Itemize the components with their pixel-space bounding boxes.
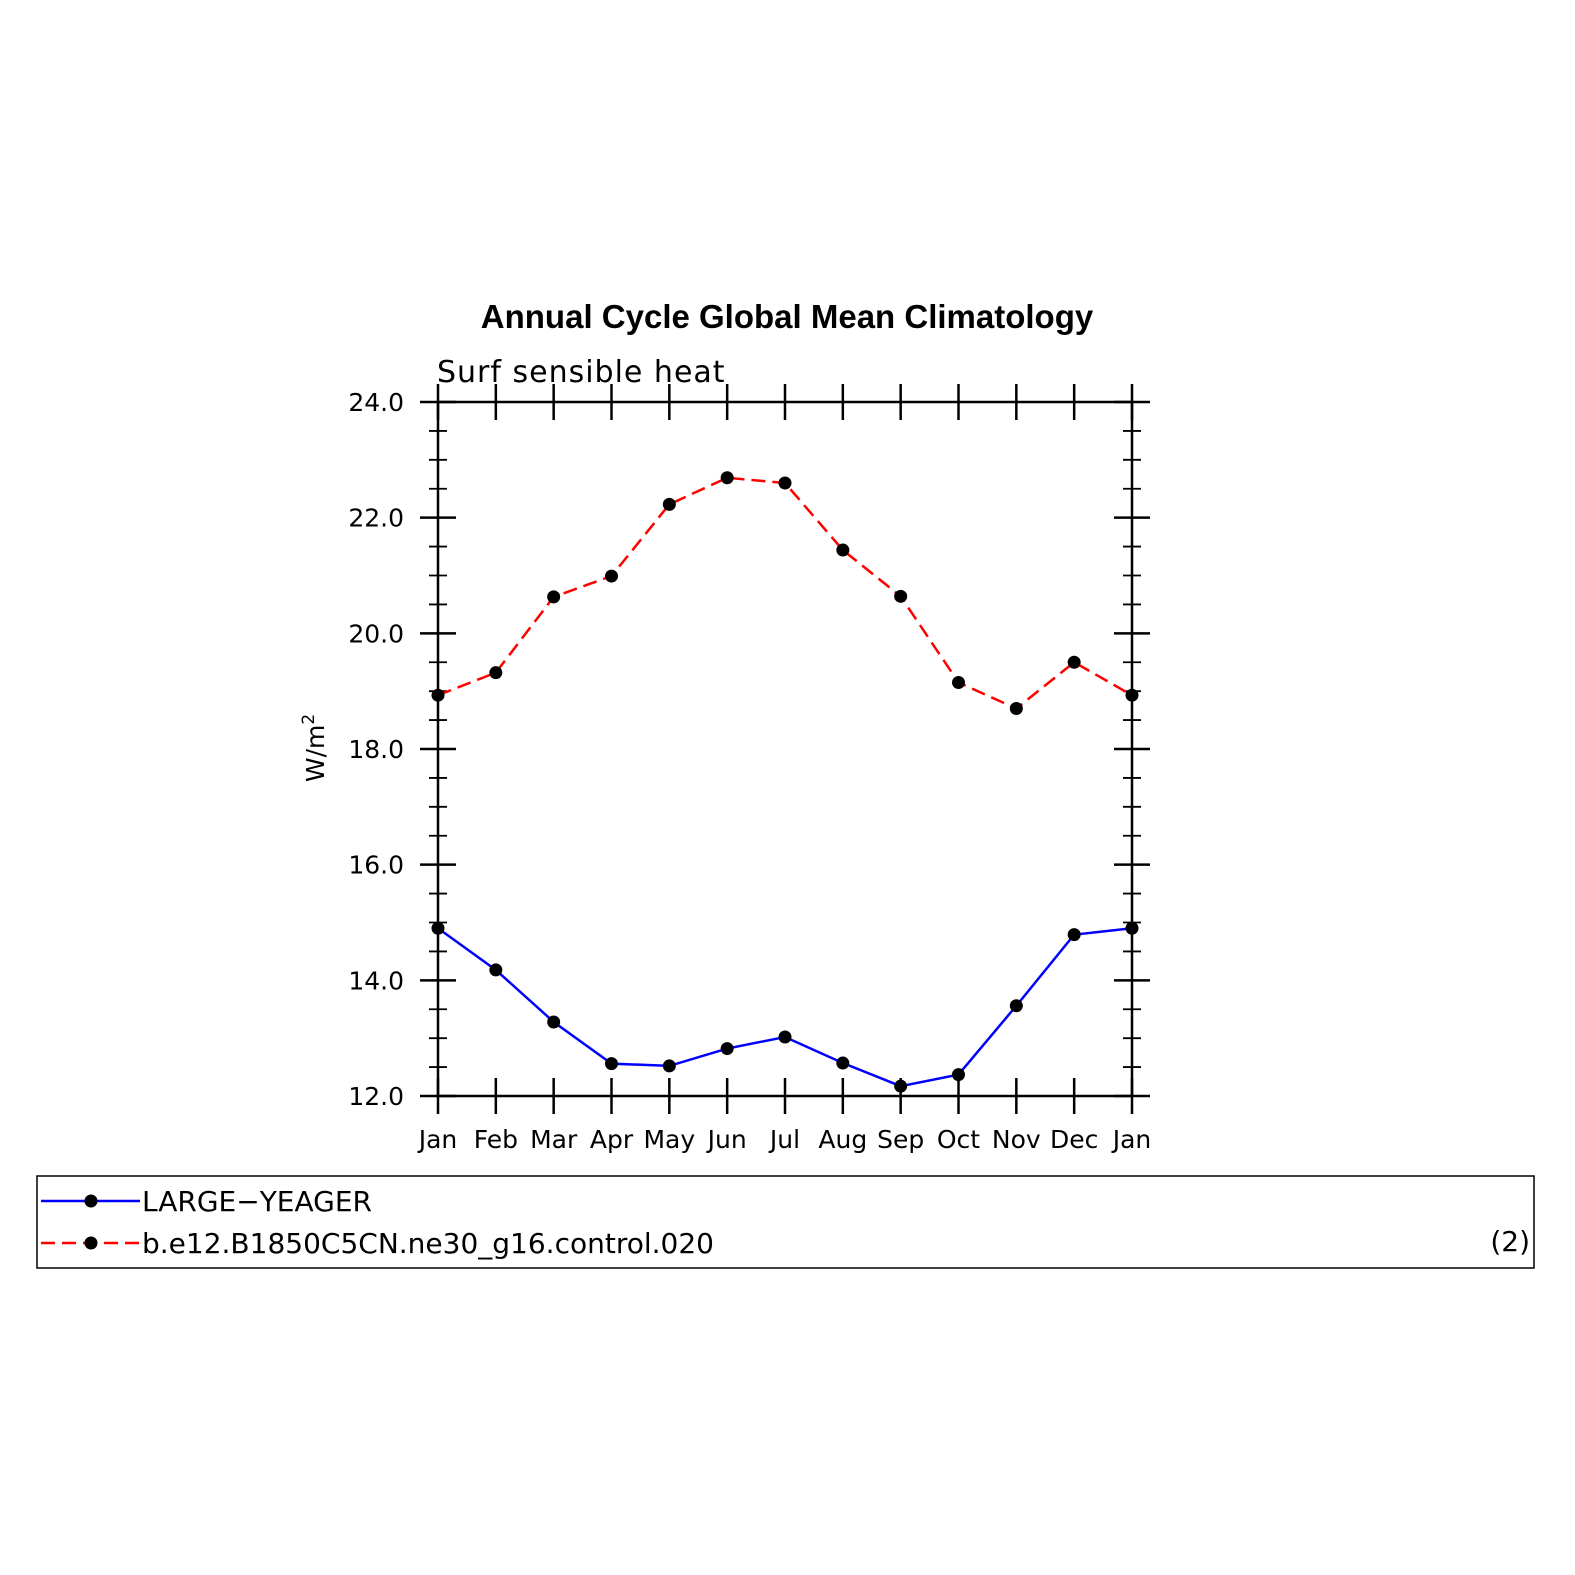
- data-point: [547, 590, 561, 604]
- series-line-1: [437, 927, 1133, 1088]
- y-axis-label: W/m2: [299, 714, 330, 782]
- legend-marker-1: [84, 1194, 98, 1208]
- x-tick-label: Jan: [1111, 1125, 1152, 1154]
- y-tick-label: 18.0: [348, 735, 404, 764]
- axes: Jan Feb Mar Apr May Jun Jul Aug Sep Oct Nov Dec Jan 1…: [348, 384, 1151, 1154]
- data-point: [489, 666, 503, 680]
- legend-note: (2): [1490, 1225, 1530, 1258]
- x-tick-label: Oct: [937, 1125, 980, 1154]
- y-tick-label: 24.0: [348, 388, 404, 417]
- data-point: [489, 963, 503, 977]
- x-tick-label: Jun: [706, 1125, 747, 1154]
- data-point: [952, 1068, 965, 1082]
- legend-label-2: b.e12.B1850C5CN.ne30_g16.control.020: [142, 1227, 714, 1260]
- y-tick-label: 12.0: [348, 1082, 404, 1111]
- data-point: [605, 1057, 618, 1071]
- data-point: [547, 1015, 561, 1029]
- data-point: [720, 471, 734, 485]
- y-axis-label-base: W/m: [301, 725, 330, 783]
- legend-entries: LARGE−YEAGER b.e12.B1850C5CN.ne30_g16.con…: [41, 1185, 714, 1260]
- y-tick-label: 20.0: [348, 619, 404, 648]
- data-point: [836, 543, 850, 557]
- data-point: [605, 569, 618, 583]
- legend: LARGE−YEAGER b.e12.B1850C5CN.ne30_g16.con…: [36, 1175, 1535, 1269]
- x-tick-label: Aug: [818, 1125, 867, 1154]
- data-point: [431, 688, 445, 702]
- data-point: [662, 1059, 676, 1073]
- data-point: [720, 1042, 734, 1056]
- y-tick-label: 14.0: [348, 966, 404, 995]
- x-tick-label: Jul: [768, 1125, 800, 1154]
- x-tick-label: Sep: [877, 1125, 924, 1154]
- x-tick-label: Jan: [417, 1125, 458, 1154]
- legend-box: [36, 1175, 1535, 1269]
- data-point: [1067, 655, 1081, 669]
- chart-title: Annual Cycle Global Mean Climatology: [481, 298, 1094, 335]
- x-tick-label: Dec: [1050, 1125, 1098, 1154]
- x-tick-label: Feb: [474, 1125, 518, 1154]
- y-tick-label: 16.0: [348, 851, 404, 880]
- svg-text:W/m2: W/m2: [299, 714, 330, 782]
- series-line-2: [437, 476, 1133, 710]
- x-tick-label: Mar: [530, 1125, 578, 1154]
- x-tick-label: Nov: [992, 1125, 1041, 1154]
- chart-subtitle: Surf sensible heat: [437, 355, 726, 390]
- data-point: [1009, 702, 1023, 716]
- x-tick-label: Apr: [590, 1125, 634, 1154]
- plot-series: [431, 471, 1139, 1093]
- y-axis-label-superscript: 2: [299, 714, 319, 725]
- x-tick-label: May: [643, 1125, 695, 1154]
- data-point: [1067, 928, 1081, 942]
- data-point: [952, 675, 965, 689]
- data-point: [431, 921, 445, 935]
- data-point: [836, 1056, 850, 1070]
- legend-label-1: LARGE−YEAGER: [142, 1185, 372, 1218]
- data-point: [662, 497, 676, 511]
- y-tick-label: 22.0: [348, 504, 404, 533]
- data-point: [1009, 999, 1023, 1013]
- data-point: [1125, 921, 1139, 935]
- data-point: [894, 589, 908, 603]
- legend-marker-2: [84, 1236, 98, 1250]
- data-point: [894, 1079, 908, 1093]
- data-point: [778, 1030, 792, 1044]
- data-point: [778, 476, 792, 490]
- data-point: [1125, 688, 1139, 702]
